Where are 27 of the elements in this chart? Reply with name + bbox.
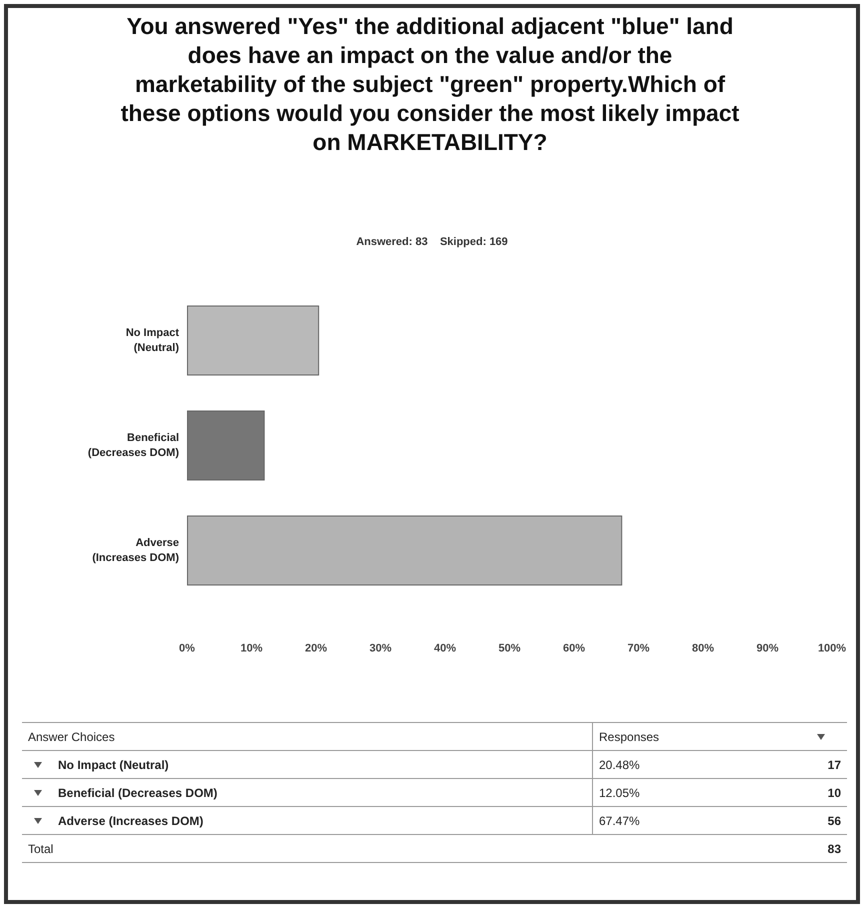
x-tick-label: 30% [369,642,392,654]
text: Total [22,834,592,862]
y-tick-label: Adverse (Increases DOM) [92,537,180,564]
text: 67.47% [592,806,775,834]
text: 10 [775,778,847,806]
y-tick-label: Beneficial (Decreases DOM) [88,432,180,459]
y-tick-label: No Impact (Neutral) [126,327,180,354]
x-tick-label: 50% [498,642,521,654]
text: 83 [775,834,847,862]
text: 20.48% [592,750,775,778]
x-tick-label: 0% [179,642,196,654]
chart-title: You answered "Yes" the additional adjacent "blue" land does have an impact on the value and/or the marketability of the subject "green" property.Which of these options would you consider the most likely impact on MARKETABILITY? [120,12,740,157]
text: Answer Choices [22,722,592,750]
chart-subtitle: Answered: 83 Skipped: 169 [355,236,509,248]
x-tick-label: 90% [756,642,779,654]
x-tick-label: 10% [240,642,263,654]
text: 56 [775,806,847,834]
text: 12.05% [592,778,775,806]
x-tick-label: 20% [304,642,328,654]
text: Responses [592,722,775,750]
category-label: No Impact (Neutral) [58,758,169,772]
x-tick-label: 100% [818,642,846,654]
x-tick-label: 70% [627,642,650,654]
x-tick-label: 80% [692,642,714,654]
text: 17 [775,750,847,778]
x-tick-label: 60% [562,642,586,654]
x-tick-label: 40% [434,642,456,654]
